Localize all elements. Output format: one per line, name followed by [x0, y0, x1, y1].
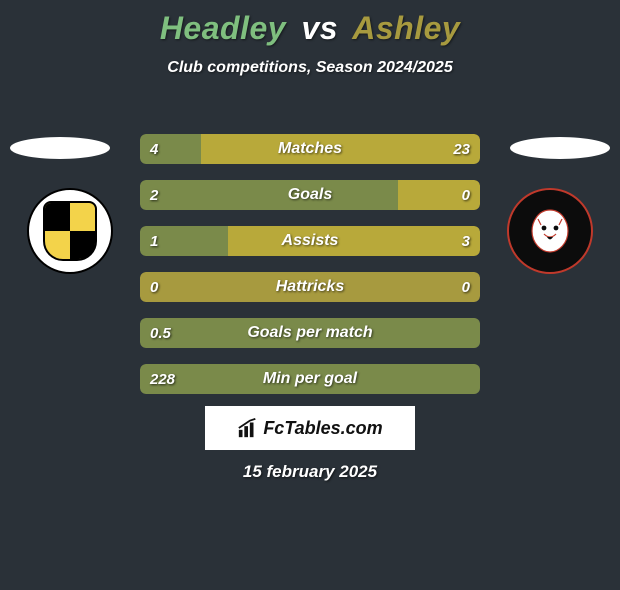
player1-name: Headley: [160, 10, 286, 46]
stat-value-left: 1: [140, 226, 168, 256]
stat-bar-row: 00Hattricks: [140, 272, 480, 302]
stat-value-left: 0: [140, 272, 168, 302]
stat-bar-right: [228, 226, 480, 256]
player2-name: Ashley: [352, 10, 460, 46]
subtitle: Club competitions, Season 2024/2025: [0, 59, 620, 77]
stats-bars: 423Matches20Goals13Assists00Hattricks0.5…: [140, 134, 480, 410]
brand-text: FcTables.com: [263, 418, 382, 439]
player2-photo-placeholder: [510, 137, 610, 159]
stat-value-left: 0.5: [140, 318, 181, 348]
club-badge-right: [507, 188, 593, 274]
lion-icon: [520, 201, 580, 261]
stat-bar-row: 0.5Goals per match: [140, 318, 480, 348]
stat-bar-row: 423Matches: [140, 134, 480, 164]
stat-bar-row: 13Assists: [140, 226, 480, 256]
chart-icon: [237, 417, 259, 439]
stat-value-right: 23: [443, 134, 480, 164]
date-text: 15 february 2025: [0, 462, 620, 482]
stat-value-right: 3: [452, 226, 480, 256]
vs-text: vs: [301, 10, 338, 46]
comparison-title: Headley vs Ashley: [0, 10, 620, 47]
player1-photo-placeholder: [10, 137, 110, 159]
stat-bar-left: [140, 318, 480, 348]
stat-value-left: 4: [140, 134, 168, 164]
stat-value-left: 228: [140, 364, 185, 394]
stat-value-right: 0: [452, 180, 480, 210]
stat-value-right: 0: [452, 272, 480, 302]
stat-bar-row: 20Goals: [140, 180, 480, 210]
stat-bar-row: 228Min per goal: [140, 364, 480, 394]
stat-bar-left: [140, 180, 398, 210]
stat-bar-right: [201, 134, 480, 164]
stat-bar-left: [140, 364, 480, 394]
club-badge-left: [27, 188, 113, 274]
shield-icon: [43, 201, 97, 261]
stat-value-left: 2: [140, 180, 168, 210]
brand-box[interactable]: FcTables.com: [205, 406, 415, 450]
